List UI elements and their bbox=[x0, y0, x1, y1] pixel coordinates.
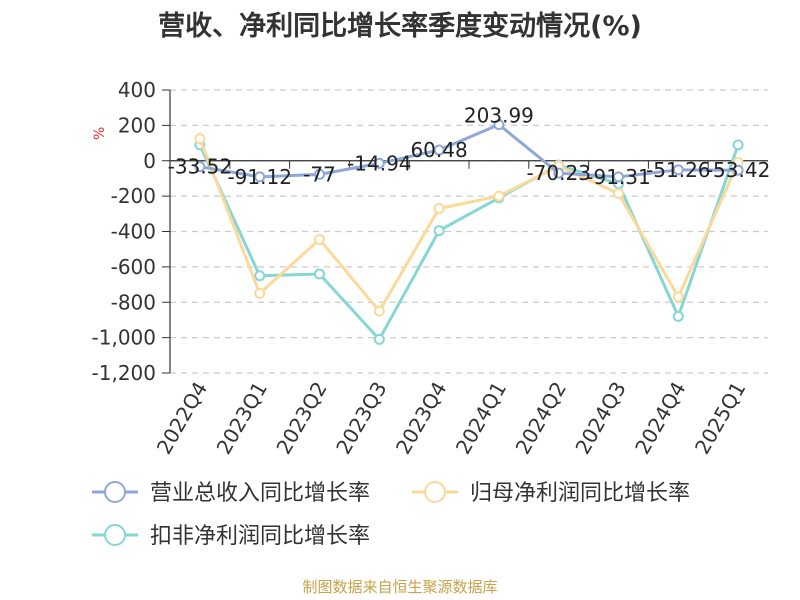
data-point bbox=[314, 168, 325, 180]
y-tick-label: 200 bbox=[118, 113, 156, 137]
data-point bbox=[254, 171, 266, 183]
data-label: -53.42 bbox=[706, 158, 770, 182]
data-point bbox=[613, 187, 624, 199]
data-label: -33.52 bbox=[168, 155, 232, 179]
legend-marker bbox=[424, 481, 446, 503]
data-point bbox=[672, 164, 684, 176]
y-tick-label: -600 bbox=[111, 255, 156, 279]
data-point bbox=[373, 305, 385, 317]
x-tick-label: 2023Q3 bbox=[331, 378, 391, 459]
data-point bbox=[194, 161, 206, 173]
data-point bbox=[373, 157, 385, 169]
y-tick-label: 400 bbox=[118, 78, 156, 102]
legend-marker bbox=[104, 524, 126, 546]
data-point bbox=[254, 270, 266, 282]
data-point bbox=[672, 310, 684, 322]
legend-label: 扣非净利润同比增长率 bbox=[150, 524, 370, 549]
x-tick-label: 2024Q3 bbox=[570, 378, 630, 459]
data-point bbox=[254, 287, 266, 299]
x-tick-label: 2023Q2 bbox=[271, 378, 331, 459]
data-point bbox=[493, 119, 505, 131]
series-line bbox=[199, 123, 739, 179]
data-point bbox=[433, 203, 445, 215]
data-point bbox=[672, 291, 684, 303]
y-tick-label: -400 bbox=[111, 220, 156, 244]
data-point bbox=[433, 144, 445, 156]
y-tick-label: -1,200 bbox=[92, 361, 156, 385]
data-label: -14.94 bbox=[347, 151, 411, 175]
data-point bbox=[373, 333, 385, 345]
data-label: -70.23 bbox=[526, 161, 590, 185]
data-point bbox=[194, 133, 206, 145]
data-point bbox=[433, 225, 445, 237]
data-point bbox=[613, 171, 624, 183]
y-axis-unit: % bbox=[92, 127, 108, 140]
chart-title: 营收、净利同比增长率季度变动情况(%) bbox=[158, 11, 642, 42]
x-tick-label: 2023Q1 bbox=[212, 378, 272, 459]
data-label: -77 bbox=[303, 162, 336, 186]
data-label: 203.99 bbox=[464, 104, 534, 128]
data-label: 60.48 bbox=[410, 138, 467, 162]
legend-marker bbox=[104, 481, 126, 503]
x-tick-label: 2023Q4 bbox=[391, 378, 451, 459]
data-point bbox=[553, 167, 565, 179]
data-label: -91.12 bbox=[227, 165, 291, 189]
legend-label: 归母净利润同比增长率 bbox=[470, 481, 690, 506]
series-line bbox=[198, 144, 740, 341]
y-tick-label: 0 bbox=[143, 149, 156, 173]
y-tick-label: -800 bbox=[111, 290, 156, 314]
series-line bbox=[198, 138, 740, 313]
data-label: -51.26 bbox=[646, 158, 710, 182]
data-point bbox=[732, 164, 744, 176]
y-tick-label: -1,000 bbox=[92, 326, 156, 350]
legend-label: 营业总收入同比增长率 bbox=[150, 481, 370, 506]
data-point bbox=[314, 268, 325, 280]
y-tick-label: -200 bbox=[111, 184, 156, 208]
data-point bbox=[732, 139, 744, 151]
x-tick-label: 2025Q1 bbox=[690, 378, 750, 459]
x-tick-label: 2024Q2 bbox=[511, 378, 571, 459]
x-tick-label: 2024Q1 bbox=[451, 378, 511, 459]
data-label: -91.31 bbox=[586, 165, 650, 189]
data-point bbox=[493, 190, 505, 202]
data-point bbox=[314, 233, 325, 245]
source-note: 制图数据来自恒生聚源数据库 bbox=[302, 578, 498, 596]
x-tick-label: 2024Q4 bbox=[630, 378, 690, 459]
x-tick-label: 2022Q4 bbox=[152, 378, 212, 459]
